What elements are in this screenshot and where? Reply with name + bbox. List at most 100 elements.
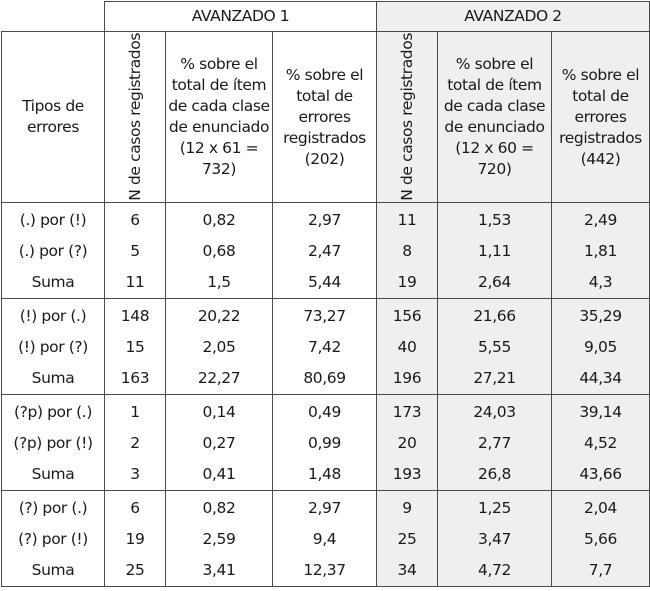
a2-pct-item-cell: 27,21 (437, 363, 552, 395)
a1-n-casos-cell: 15 (104, 332, 166, 363)
a1-pct-errores-cell: 0,99 (272, 428, 377, 459)
a1-n-casos-cell: 148 (104, 298, 166, 332)
row-label: Suma (1, 267, 105, 299)
table-body: (.) por (!) 6 0,82 2,97 11 1,53 2,49 (.) por (?… (1, 202, 650, 587)
col-header-a1-pct-item: % sobre el total de ítem de cada clase d… (165, 31, 273, 203)
a1-n-casos-cell: 2 (104, 428, 166, 459)
col-header-a2-pct-item: % sobre el total de ítem de cada clase d… (437, 31, 552, 203)
a2-pct-errores-cell: 2,04 (551, 490, 650, 524)
row-label: (?) por (!) (1, 524, 105, 555)
a1-pct-item-cell: 22,27 (165, 363, 273, 395)
corner-cell (1, 1, 105, 32)
a1-pct-item-cell: 0,27 (165, 428, 273, 459)
a2-pct-errores-cell: 9,05 (551, 332, 650, 363)
a2-pct-errores-cell: 35,29 (551, 298, 650, 332)
a1-pct-errores-cell: 9,4 (272, 524, 377, 555)
a2-pct-item-cell: 1,11 (437, 236, 552, 267)
a2-pct-item-cell: 3,47 (437, 524, 552, 555)
col-header-label: N de casos registrados (125, 33, 144, 201)
a2-pct-item-cell: 1,53 (437, 202, 552, 236)
a2-pct-errores-cell: 1,81 (551, 236, 650, 267)
a2-pct-item-cell: 21,66 (437, 298, 552, 332)
col-header-a1-pct-errores: % sobre el total de errores registrados … (272, 31, 377, 203)
table-row: (.) por (!) 6 0,82 2,97 11 1,53 2,49 (1, 202, 650, 236)
a1-pct-item-cell: 0,14 (165, 394, 273, 428)
a1-pct-item-cell: 2,59 (165, 524, 273, 555)
row-label: Suma (1, 555, 105, 587)
a1-pct-item-cell: 0,82 (165, 202, 273, 236)
table-row: (?) por (.) 6 0,82 2,97 9 1,25 2,04 (1, 490, 650, 524)
a2-pct-item-cell: 24,03 (437, 394, 552, 428)
a2-pct-item-cell: 1,25 (437, 490, 552, 524)
a2-n-casos-cell: 34 (376, 555, 438, 587)
a1-pct-errores-cell: 2,47 (272, 236, 377, 267)
group-header-avanzado-1: AVANZADO 1 (104, 1, 377, 32)
table-row: (!) por (?) 15 2,05 7,42 40 5,55 9,05 (1, 332, 650, 363)
col-header-label: % sobre el total de errores registrados … (559, 65, 642, 168)
a1-pct-item-cell: 0,41 (165, 459, 273, 491)
a1-pct-item-cell: 0,82 (165, 490, 273, 524)
a2-pct-errores-cell: 4,52 (551, 428, 650, 459)
a1-n-casos-cell: 1 (104, 394, 166, 428)
a2-pct-errores-cell: 2,49 (551, 202, 650, 236)
col-header-label: % sobre el total de errores registrados … (283, 65, 366, 168)
row-header-tipos-errores: Tipos de errores (1, 31, 105, 203)
a2-pct-item-cell: 2,64 (437, 267, 552, 299)
a1-pct-errores-cell: 80,69 (272, 363, 377, 395)
group-header-avanzado-2: AVANZADO 2 (376, 1, 650, 32)
a2-n-casos-cell: 9 (376, 490, 438, 524)
a2-n-casos-cell: 8 (376, 236, 438, 267)
col-header-a2-n-casos: N de casos registrados (376, 31, 438, 203)
col-header-label: N de casos registrados (397, 33, 416, 201)
table-row: (?p) por (!) 2 0,27 0,99 20 2,77 4,52 (1, 428, 650, 459)
row-label: (?p) por (!) (1, 428, 105, 459)
row-label: (!) por (.) (1, 298, 105, 332)
a2-pct-errores-cell: 43,66 (551, 459, 650, 491)
a2-pct-item-cell: 4,72 (437, 555, 552, 587)
row-label: (.) por (!) (1, 202, 105, 236)
a1-n-casos-cell: 3 (104, 459, 166, 491)
a2-n-casos-cell: 11 (376, 202, 438, 236)
a1-n-casos-cell: 25 (104, 555, 166, 587)
a2-n-casos-cell: 20 (376, 428, 438, 459)
a1-n-casos-cell: 11 (104, 267, 166, 299)
row-label: Suma (1, 459, 105, 491)
a1-pct-errores-cell: 2,97 (272, 202, 377, 236)
a2-pct-errores-cell: 4,3 (551, 267, 650, 299)
a1-n-casos-cell: 6 (104, 490, 166, 524)
a2-pct-errores-cell: 44,34 (551, 363, 650, 395)
a2-pct-item-cell: 5,55 (437, 332, 552, 363)
table-row: (!) por (.) 148 20,22 73,27 156 21,66 35,29 (1, 298, 650, 332)
a1-n-casos-cell: 163 (104, 363, 166, 395)
a2-n-casos-cell: 196 (376, 363, 438, 395)
a2-pct-item-cell: 26,8 (437, 459, 552, 491)
table-row: (.) por (?) 5 0,68 2,47 8 1,11 1,81 (1, 236, 650, 267)
col-header-a1-n-casos: N de casos registrados (104, 31, 166, 203)
a1-pct-errores-cell: 0,49 (272, 394, 377, 428)
a2-n-casos-cell: 173 (376, 394, 438, 428)
col-header-a2-pct-errores: % sobre el total de errores registrados … (551, 31, 650, 203)
col-header-label: % sobre el total de ítem de cada clase d… (443, 55, 546, 178)
a2-pct-errores-cell: 39,14 (551, 394, 650, 428)
table-row: Suma 25 3,41 12,37 34 4,72 7,7 (1, 555, 650, 587)
a1-n-casos-cell: 5 (104, 236, 166, 267)
a1-n-casos-cell: 6 (104, 202, 166, 236)
row-header-label: Tipos de errores (22, 97, 84, 136)
a1-n-casos-cell: 19 (104, 524, 166, 555)
a2-n-casos-cell: 156 (376, 298, 438, 332)
a1-pct-errores-cell: 73,27 (272, 298, 377, 332)
a2-pct-errores-cell: 5,66 (551, 524, 650, 555)
a2-n-casos-cell: 40 (376, 332, 438, 363)
table-row: Suma 3 0,41 1,48 193 26,8 43,66 (1, 459, 650, 491)
row-label: (?p) por (.) (1, 394, 105, 428)
row-label: Suma (1, 363, 105, 395)
a2-n-casos-cell: 193 (376, 459, 438, 491)
a1-pct-item-cell: 3,41 (165, 555, 273, 587)
row-label: (?) por (.) (1, 490, 105, 524)
a1-pct-item-cell: 20,22 (165, 298, 273, 332)
a1-pct-errores-cell: 5,44 (272, 267, 377, 299)
a2-pct-errores-cell: 7,7 (551, 555, 650, 587)
a1-pct-errores-cell: 7,42 (272, 332, 377, 363)
row-label: (!) por (?) (1, 332, 105, 363)
